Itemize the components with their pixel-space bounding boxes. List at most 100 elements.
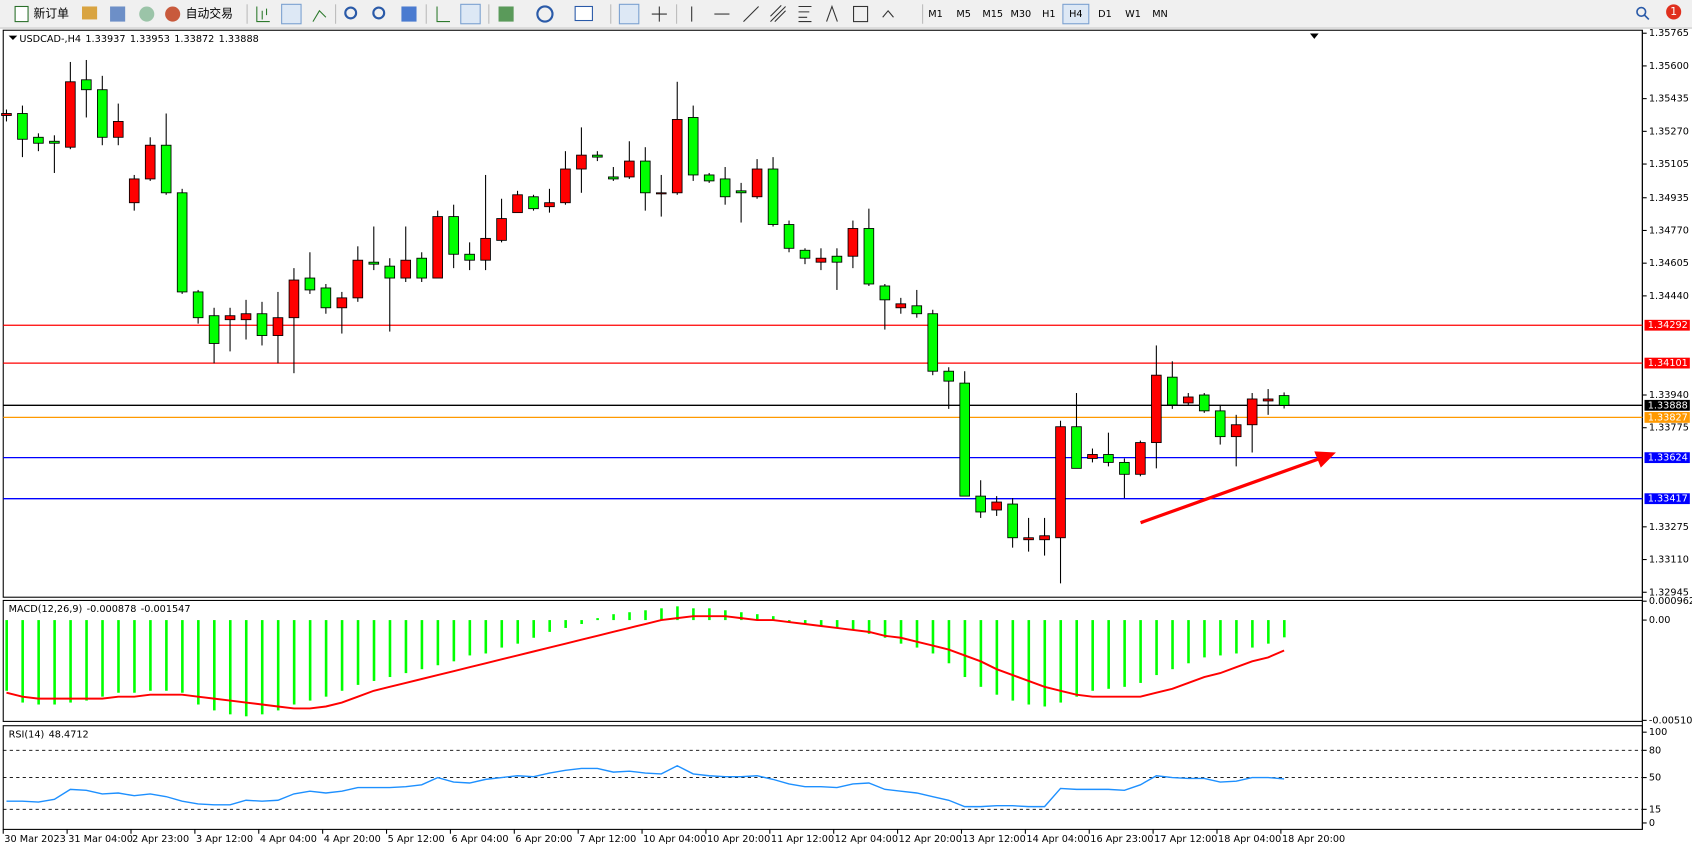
shapes-button[interactable] xyxy=(882,9,894,18)
icon-button[interactable] xyxy=(110,6,126,22)
timeframe-button[interactable]: W1 xyxy=(1125,9,1141,20)
candle-body xyxy=(320,287,332,309)
candle-body xyxy=(1198,394,1210,412)
histogram-bar xyxy=(308,620,312,701)
histogram-bar xyxy=(963,620,967,678)
timeframe-button[interactable]: M30 xyxy=(1010,9,1031,20)
icon-button[interactable] xyxy=(401,6,417,22)
candle-body xyxy=(416,257,427,279)
open-value: 1.33937 xyxy=(85,34,125,45)
channel-button[interactable] xyxy=(770,5,786,22)
candle-body xyxy=(1135,442,1146,475)
candle-body xyxy=(528,196,539,210)
candle-body xyxy=(144,144,156,180)
candle-body xyxy=(959,382,970,497)
x-tick-label: 13 Apr 12:00 xyxy=(963,834,1026,845)
icon-button-active[interactable] xyxy=(281,3,302,25)
candle-body xyxy=(1119,461,1130,475)
timeframe-button[interactable]: MN xyxy=(1152,9,1168,20)
candle-body xyxy=(847,228,859,257)
icon-button-active[interactable] xyxy=(460,3,481,25)
label-button[interactable] xyxy=(853,5,869,23)
search-button[interactable] xyxy=(1636,6,1647,18)
icon-button[interactable] xyxy=(312,9,327,22)
candle-body xyxy=(1230,424,1242,438)
trendline-button[interactable] xyxy=(743,6,759,22)
histogram-bar xyxy=(756,614,759,621)
histogram-bar xyxy=(260,620,264,715)
icon-button[interactable] xyxy=(139,6,155,22)
y-tick-label: 15 xyxy=(1649,804,1661,815)
candle-body xyxy=(304,277,316,291)
candle-body xyxy=(767,168,779,225)
close-value: 1.33888 xyxy=(219,34,259,45)
y-tick-label: 1.33940 xyxy=(1649,390,1689,401)
histogram-bar xyxy=(1091,620,1094,691)
candle-body xyxy=(192,291,204,319)
timeframe-button[interactable]: H1 xyxy=(1042,9,1055,20)
histogram-bar xyxy=(1011,620,1015,701)
histogram-bar xyxy=(1059,620,1063,703)
candle-body xyxy=(751,168,763,198)
histogram-bar xyxy=(228,620,232,715)
zoom-in[interactable] xyxy=(344,6,358,20)
icon-button[interactable] xyxy=(498,6,514,22)
y-tick-label: 1.35270 xyxy=(1649,126,1689,137)
histogram-bar xyxy=(787,620,791,623)
candle-body xyxy=(576,154,587,170)
icon-button[interactable] xyxy=(82,6,98,20)
candle-body xyxy=(1246,398,1258,426)
crosshair-button[interactable] xyxy=(651,6,667,22)
candle-body xyxy=(1055,426,1066,539)
x-tick-label: 10 Apr 20:00 xyxy=(707,834,770,845)
candle-body xyxy=(1262,398,1274,402)
x-tick-label: 5 Apr 12:00 xyxy=(388,834,445,845)
new-order-button[interactable]: 新订单 xyxy=(14,5,69,23)
auto-trading-button[interactable]: 自动交易 xyxy=(165,6,233,22)
histogram-bar xyxy=(452,620,456,662)
icon-button[interactable] xyxy=(536,5,554,23)
y-tick-label: 1.34605 xyxy=(1649,258,1689,269)
timeframe-button[interactable]: M5 xyxy=(956,9,971,20)
icon-button[interactable] xyxy=(436,6,450,23)
candle-body xyxy=(81,79,92,91)
candle-body xyxy=(1103,454,1114,463)
fibo-button[interactable] xyxy=(798,5,812,23)
cursor-button[interactable] xyxy=(618,3,640,25)
timeframe-button[interactable]: M15 xyxy=(982,9,1003,20)
search-handle xyxy=(1643,14,1650,21)
y-tick-label: 1.33110 xyxy=(1649,555,1689,566)
histogram-bar xyxy=(69,620,72,703)
icon-button[interactable] xyxy=(574,5,593,22)
histogram-bar xyxy=(899,620,903,644)
timeframe-button[interactable]: M1 xyxy=(928,9,943,20)
panes xyxy=(2,29,1643,830)
candle-body xyxy=(1071,426,1082,469)
text-button[interactable] xyxy=(826,4,838,22)
y-tick-label: 1.33775 xyxy=(1649,423,1689,434)
icon xyxy=(14,5,29,23)
y-tick-label: 1.35765 xyxy=(1649,28,1689,39)
histogram-bar xyxy=(564,620,567,628)
icon-button[interactable] xyxy=(256,6,270,23)
histogram-bar xyxy=(1123,620,1126,687)
x-tick-label: 3 Apr 12:00 xyxy=(196,834,253,845)
y-tick-label: 0.00 xyxy=(1649,615,1671,626)
histogram-bar xyxy=(596,618,599,621)
histogram-bar xyxy=(436,620,440,666)
histogram-bar xyxy=(979,620,983,687)
notification-badge[interactable] xyxy=(1666,4,1682,20)
timeframe-button[interactable]: D1 xyxy=(1098,9,1112,20)
histogram-bar xyxy=(771,616,775,621)
histogram-bar xyxy=(101,620,104,697)
zoom-out[interactable] xyxy=(372,6,386,20)
histogram-bar xyxy=(803,620,807,625)
histogram-bar xyxy=(532,620,536,638)
price-label: 1.34101 xyxy=(1648,358,1688,369)
candle-body xyxy=(815,257,827,263)
histogram-bar xyxy=(1251,620,1254,648)
timeframe-button[interactable]: H4 xyxy=(1069,9,1082,20)
histogram-bar xyxy=(37,620,40,705)
